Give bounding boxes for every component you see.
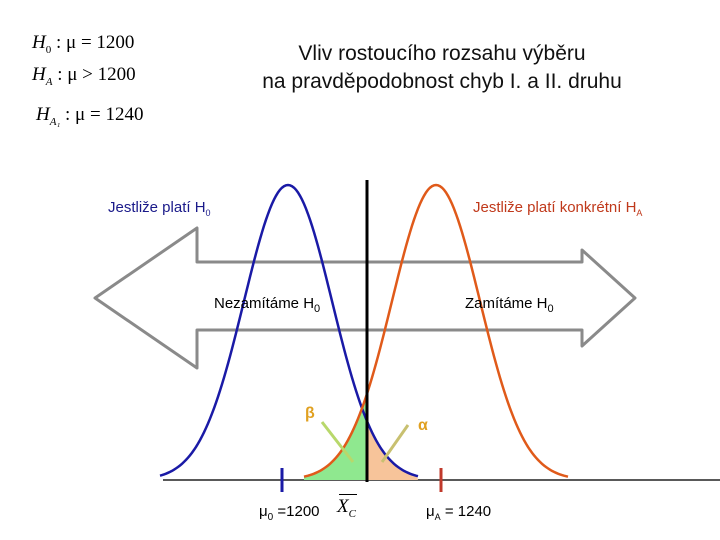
beta-label: β bbox=[305, 405, 315, 422]
mu0-label: μ0 =1200 bbox=[259, 503, 320, 523]
label-if-h0: Jestliže platí H0 bbox=[108, 199, 211, 218]
h0-distribution-curve bbox=[159, 183, 419, 478]
ha-distribution-curve bbox=[303, 183, 569, 478]
hypothesis-ha1: HA₁ : μ = 1240 bbox=[36, 104, 144, 128]
alpha-area bbox=[367, 421, 418, 480]
label-reject-h0: Zamítáme H0 bbox=[465, 295, 554, 315]
title-line-1: Vliv rostoucího rozsahu výběru bbox=[298, 42, 586, 65]
double-arrow bbox=[93, 226, 637, 370]
alpha-label: α bbox=[418, 417, 428, 434]
xbar-overline bbox=[339, 494, 357, 495]
page-title: Vliv rostoucího rozsahu výběru na pravdě… bbox=[222, 40, 662, 96]
critical-value-label: XC bbox=[337, 494, 357, 520]
hypothesis-ha: HA : μ > 1200 bbox=[32, 64, 136, 88]
hypothesis-h0: H0 : μ = 1200 bbox=[32, 32, 135, 56]
label-not-reject-h0: Nezamítáme H0 bbox=[214, 295, 321, 315]
label-if-ha: Jestliže platí konkrétní HA bbox=[473, 199, 643, 218]
muA-label: μA = 1240 bbox=[426, 503, 492, 522]
alpha-pointer bbox=[380, 424, 410, 463]
beta-pointer bbox=[320, 421, 355, 463]
title-line-2: na pravděpodobnost chyb I. a II. druhu bbox=[262, 70, 622, 93]
